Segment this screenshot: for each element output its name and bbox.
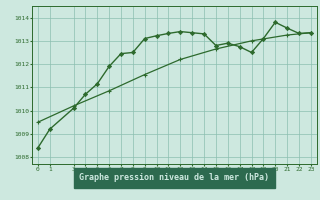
X-axis label: Graphe pression niveau de la mer (hPa): Graphe pression niveau de la mer (hPa) [79, 173, 269, 182]
